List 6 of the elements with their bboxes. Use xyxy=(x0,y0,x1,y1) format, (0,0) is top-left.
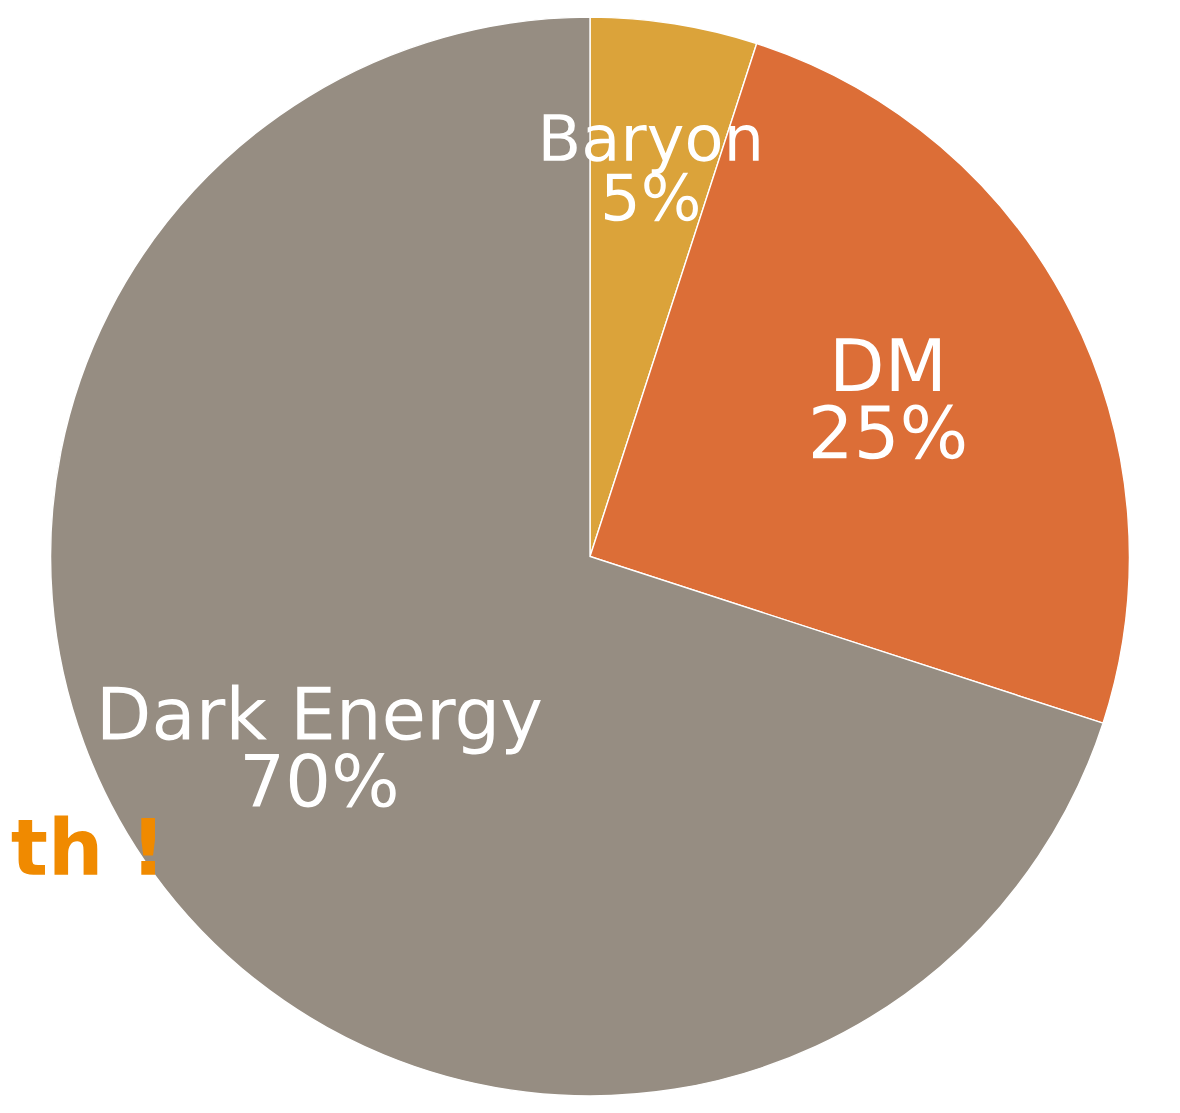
text: th ! xyxy=(11,815,155,875)
data-label: 70% xyxy=(245,752,396,808)
slice-label: Dark Energy xyxy=(102,684,541,755)
slice-label: DM xyxy=(836,338,940,392)
data-label: 5% xyxy=(605,172,698,222)
data-label: 25% xyxy=(813,404,965,460)
